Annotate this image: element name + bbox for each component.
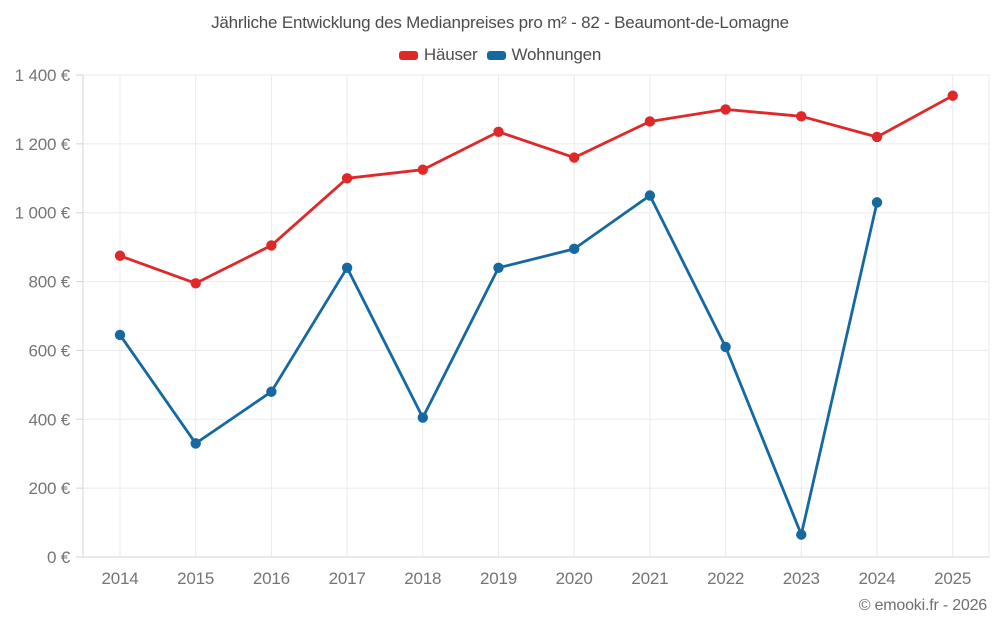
point-wohnungen-2014[interactable] — [114, 329, 126, 341]
legend-item-wohnungen[interactable]: Wohnungen — [486, 45, 602, 65]
x-tick-label: 2015 — [177, 569, 214, 588]
x-tick-label: 2023 — [783, 569, 820, 588]
point-wohnungen-2022[interactable] — [720, 341, 731, 353]
x-tick-label: 2017 — [329, 569, 366, 588]
point-häuser-2021[interactable] — [644, 116, 656, 127]
point-häuser-2020[interactable] — [569, 152, 580, 163]
point-häuser-2024[interactable] — [871, 131, 883, 143]
x-tick-label: 2021 — [631, 569, 668, 588]
x-tick-label: 2020 — [556, 569, 593, 588]
x-tick-label: 2016 — [253, 569, 290, 588]
point-wohnungen-2024[interactable] — [871, 197, 883, 208]
point-häuser-2023[interactable] — [796, 111, 807, 122]
point-wohnungen-2021[interactable] — [644, 190, 656, 201]
x-tick-label: 2014 — [101, 569, 138, 588]
y-tick-label: 1 400 € — [15, 66, 71, 85]
x-tick-label: 2019 — [480, 569, 517, 588]
x-tick-label: 2025 — [934, 569, 971, 588]
point-häuser-2025[interactable] — [947, 90, 958, 101]
x-tick-label: 2024 — [858, 569, 895, 588]
point-wohnungen-2016[interactable] — [266, 386, 277, 397]
point-wohnungen-2017[interactable] — [341, 262, 353, 273]
y-tick-label: 200 € — [28, 479, 70, 498]
point-wohnungen-2018[interactable] — [417, 412, 428, 423]
x-tick-label: 2022 — [707, 569, 744, 588]
wohnungen-legend-label: Wohnungen — [511, 45, 602, 64]
point-wohnungen-2015[interactable] — [190, 438, 201, 449]
point-wohnungen-2020[interactable] — [569, 243, 580, 255]
y-tick-label: 1 200 € — [15, 135, 71, 154]
point-wohnungen-2023[interactable] — [796, 529, 807, 540]
wohnungen-legend-swatch — [486, 50, 506, 60]
x-tick-label: 2018 — [404, 569, 441, 588]
point-häuser-2022[interactable] — [720, 104, 731, 115]
point-häuser-2019[interactable] — [493, 126, 504, 138]
hauser-legend-label: Häuser — [423, 45, 478, 64]
point-wohnungen-2019[interactable] — [493, 262, 504, 273]
y-tick-label: 600 € — [28, 341, 70, 360]
point-häuser-2017[interactable] — [341, 173, 353, 184]
point-häuser-2018[interactable] — [417, 164, 428, 175]
chart-title: Jährliche Entwicklung des Medianpreises … — [211, 13, 789, 32]
chart-legend: Häuser Wohnungen — [0, 45, 1000, 65]
y-tick-label: 1 000 € — [15, 204, 71, 223]
hauser-legend-swatch — [398, 50, 418, 60]
point-häuser-2014[interactable] — [114, 250, 126, 261]
y-tick-label: 800 € — [28, 273, 70, 292]
line-häuser — [118, 94, 955, 285]
y-tick-label: 400 € — [28, 410, 70, 429]
legend-item-hauser[interactable]: Häuser — [398, 45, 478, 65]
y-tick-label: 0 € — [47, 548, 71, 567]
copyright-note: © emooki.fr - 2026 — [858, 597, 987, 614]
point-häuser-2016[interactable] — [266, 240, 277, 251]
point-häuser-2015[interactable] — [190, 278, 201, 289]
